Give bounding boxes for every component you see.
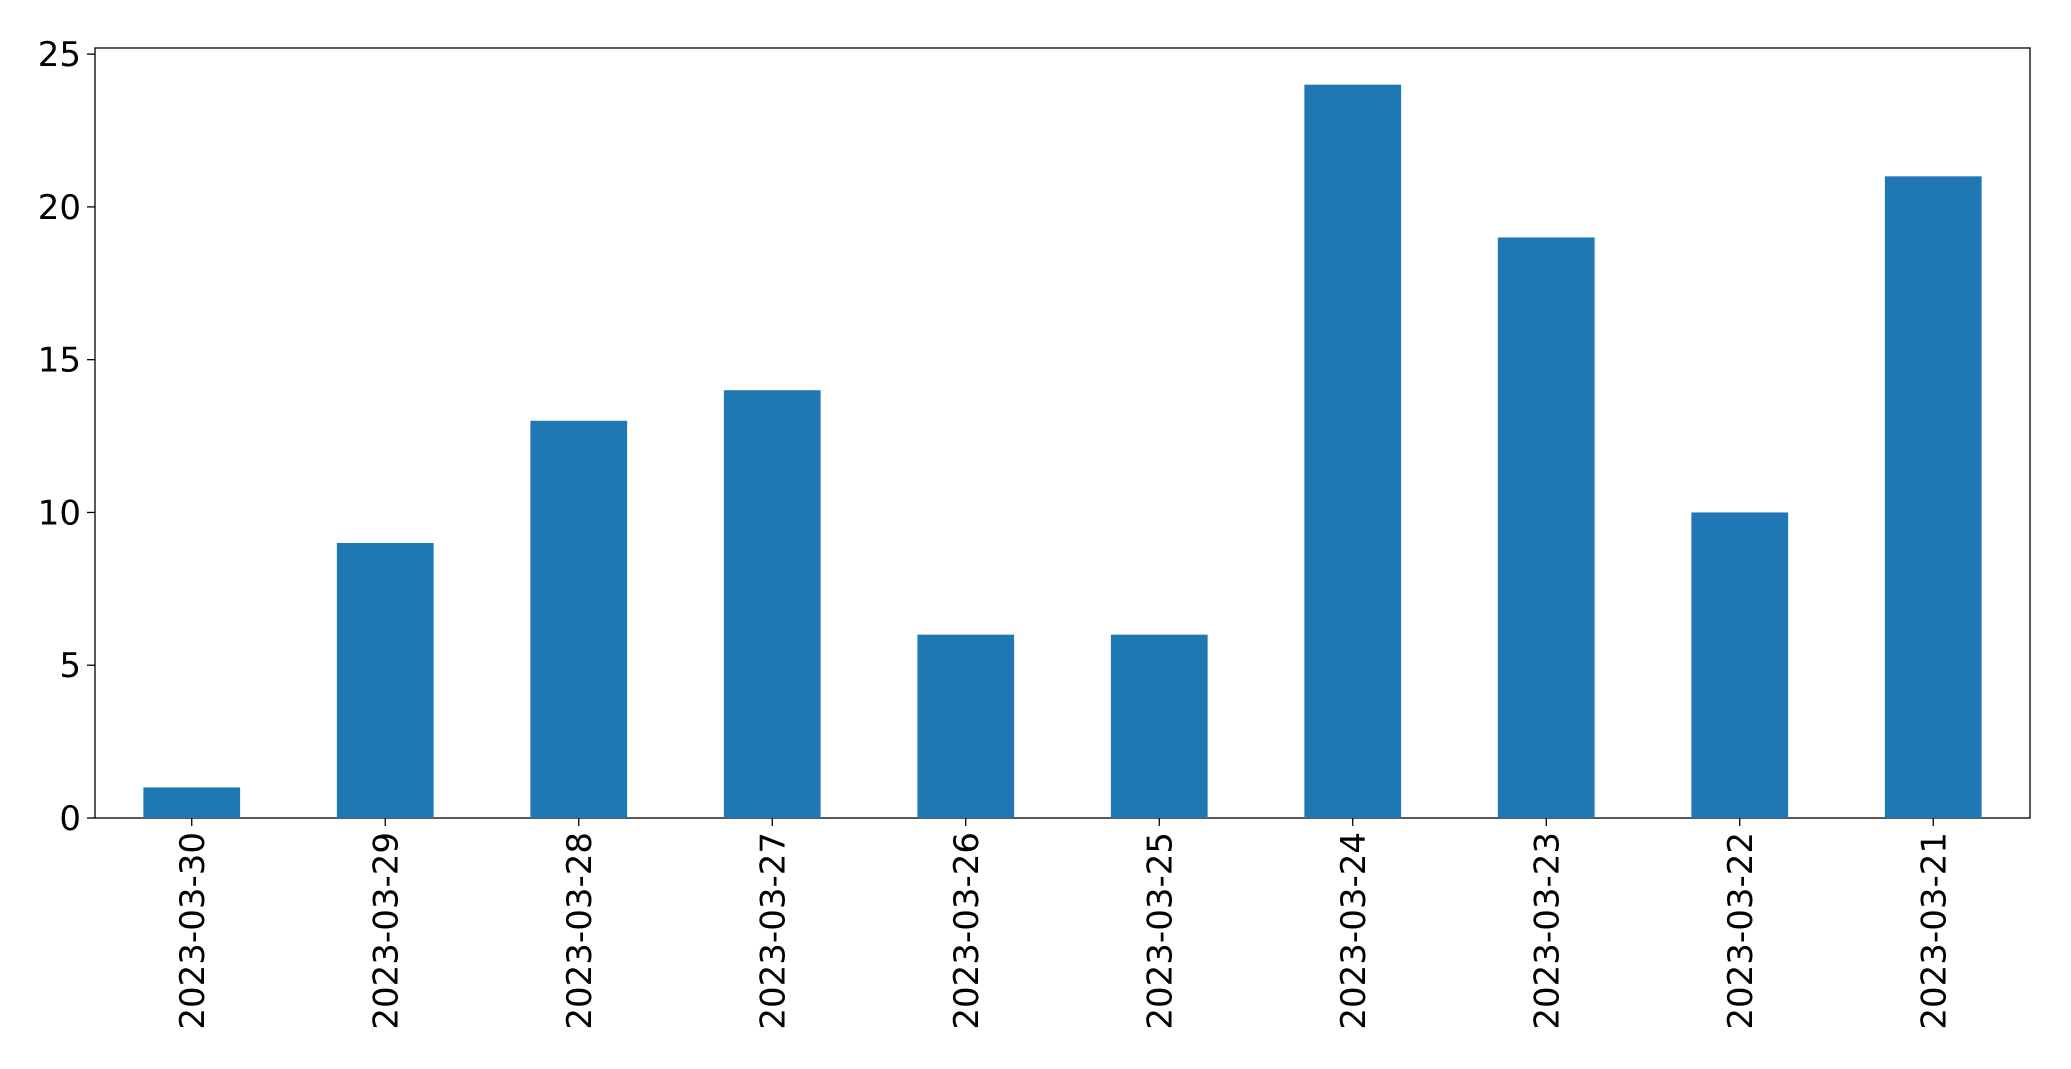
x-tick-label: 2023-03-21 <box>1914 832 1954 1030</box>
bar <box>1691 512 1789 818</box>
x-tick-label: 2023-03-25 <box>1140 832 1180 1030</box>
bar <box>917 634 1015 818</box>
bar <box>1304 84 1402 818</box>
x-tick-label: 2023-03-26 <box>947 832 987 1030</box>
bar <box>1110 634 1208 818</box>
x-tick-label: 2023-03-27 <box>753 832 793 1030</box>
x-tick-label: 2023-03-23 <box>1527 832 1567 1030</box>
bar <box>723 390 821 818</box>
x-tick-label: 2023-03-24 <box>1334 832 1374 1030</box>
x-tick-label: 2023-03-30 <box>173 832 213 1030</box>
y-tick-label: 0 <box>59 799 81 839</box>
bar <box>143 787 241 818</box>
bar <box>1497 237 1595 818</box>
y-tick-label: 5 <box>59 646 81 686</box>
x-tick-label: 2023-03-28 <box>560 832 600 1030</box>
y-tick-label: 15 <box>38 341 81 381</box>
y-tick-label: 10 <box>38 493 81 533</box>
y-tick-label: 20 <box>38 188 81 228</box>
plot-frame <box>94 47 2031 819</box>
bar <box>336 543 434 818</box>
bar <box>530 420 628 818</box>
x-tick-label: 2023-03-22 <box>1721 832 1761 1030</box>
x-tick-label: 2023-03-29 <box>366 832 406 1030</box>
bar <box>1884 176 1982 819</box>
y-tick-label: 25 <box>38 35 81 75</box>
